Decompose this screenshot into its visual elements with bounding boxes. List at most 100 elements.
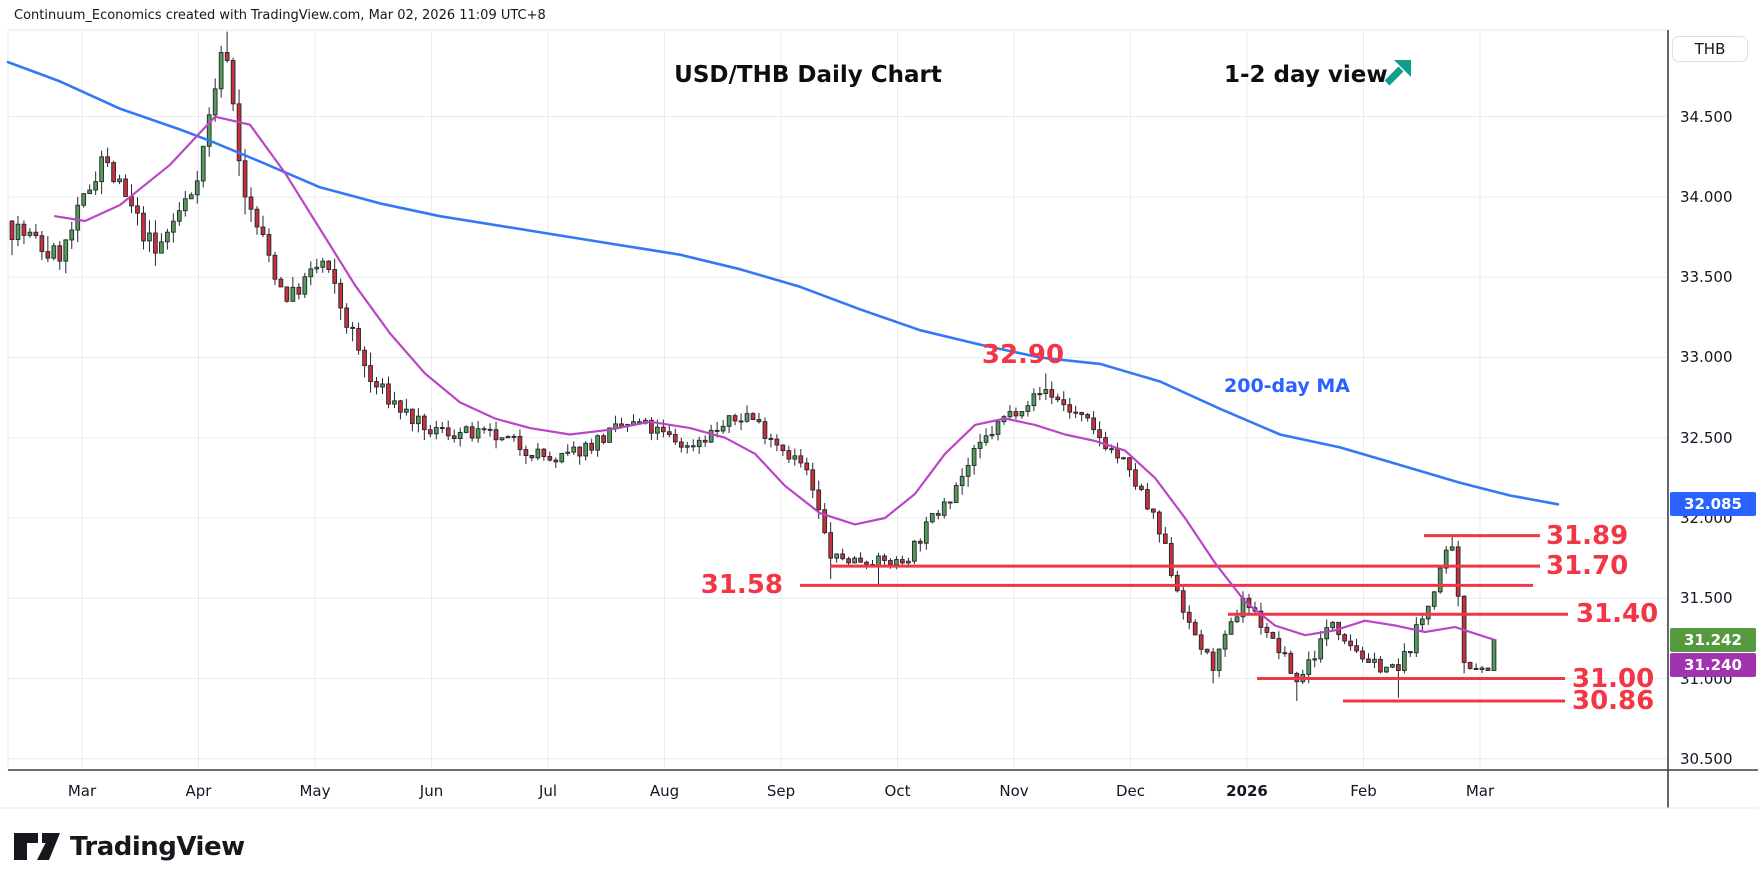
down-candle: [882, 555, 887, 561]
up-candle: [559, 452, 565, 463]
down-candle: [738, 420, 744, 423]
up-candle: [159, 241, 164, 254]
up-candle: [1479, 667, 1485, 670]
down-candle: [1270, 631, 1276, 639]
up-candle: [392, 400, 397, 405]
up-candle: [684, 445, 690, 448]
down-candle: [296, 286, 302, 295]
up-candle: [1306, 659, 1312, 675]
price-tag-200-day-MA: 32.085: [1670, 492, 1756, 517]
up-candle: [200, 145, 206, 182]
up-candle: [792, 455, 798, 460]
down-candle: [1157, 511, 1162, 535]
down-candle: [917, 540, 923, 544]
down-candle: [374, 381, 379, 388]
up-candle: [1312, 658, 1318, 661]
down-candle: [266, 234, 272, 256]
up-candle: [81, 193, 87, 206]
down-candle: [649, 419, 654, 434]
currency-badge: THB: [1672, 36, 1748, 62]
down-candle: [774, 438, 780, 446]
down-candle: [1378, 658, 1383, 673]
down-candle: [451, 435, 457, 440]
price-tag-last-close: 31.242: [1670, 627, 1756, 652]
up-candle: [380, 383, 385, 388]
up-candle: [941, 501, 947, 516]
up-candle: [995, 421, 1001, 435]
up-candle: [1228, 621, 1234, 635]
down-candle: [350, 326, 355, 329]
level-label: 30.86: [1572, 685, 1655, 716]
time-tick-label: May: [299, 782, 331, 800]
up-candle: [433, 427, 439, 435]
down-candle: [248, 196, 254, 210]
down-candle: [135, 205, 140, 214]
down-candle: [445, 427, 451, 437]
short-ma-line: [53, 115, 1497, 642]
down-candle: [666, 431, 672, 435]
down-candle: [1151, 508, 1156, 513]
down-candle: [1192, 621, 1198, 636]
down-candle: [1396, 664, 1401, 671]
up-candle: [87, 189, 93, 195]
time-tick-label: Mar: [1465, 782, 1495, 800]
level-label: 32.90: [981, 340, 1065, 370]
down-candle: [272, 254, 278, 280]
time-tick-label: Feb: [1350, 782, 1377, 800]
up-candle: [571, 446, 577, 453]
time-tick-label: Nov: [999, 782, 1029, 800]
down-candle: [517, 436, 523, 451]
candlestick-series: [9, 31, 1497, 701]
up-candle: [1037, 393, 1043, 396]
price-tick-label: 33.500: [1680, 268, 1733, 287]
price-tick-label: 33.000: [1680, 348, 1733, 367]
price-tick-label: 31.500: [1680, 589, 1733, 608]
down-candle: [1204, 648, 1210, 653]
up-candle: [302, 276, 308, 295]
down-candle: [9, 220, 15, 241]
down-candle: [410, 408, 415, 425]
level-label: 31.00: [1572, 663, 1655, 694]
down-candle: [1473, 667, 1479, 670]
down-candle: [690, 445, 696, 448]
down-candle: [1342, 634, 1347, 642]
down-candle: [1079, 412, 1085, 415]
down-candle: [141, 212, 146, 242]
tradingview-logo-icon: [14, 833, 60, 860]
up-candle: [1222, 633, 1228, 650]
time-tick-label: Aug: [649, 782, 680, 800]
up-candle: [1372, 658, 1377, 663]
down-candle: [1073, 411, 1079, 414]
up-candle: [1043, 389, 1049, 394]
down-candle: [1264, 626, 1270, 633]
up-candle: [834, 553, 840, 559]
down-candle: [33, 231, 39, 237]
gridlines: [8, 30, 1668, 770]
up-candle: [1443, 549, 1449, 569]
up-candle: [565, 451, 571, 454]
down-candle: [1067, 404, 1073, 413]
down-candle: [804, 462, 810, 471]
up-candle: [463, 426, 469, 433]
down-candle: [344, 307, 349, 328]
up-candle: [1491, 639, 1497, 671]
up-candle: [852, 557, 857, 564]
down-candle: [672, 434, 678, 443]
up-right-arrow-icon: [1384, 60, 1411, 86]
up-candle: [308, 268, 314, 278]
down-candle: [947, 501, 953, 504]
down-candle: [601, 435, 606, 443]
up-candle: [953, 485, 959, 503]
tradingview-logo[interactable]: TradingView: [14, 832, 245, 862]
up-candle: [182, 198, 188, 212]
down-candle: [1145, 489, 1150, 510]
ma200-line: [6, 60, 1560, 506]
up-candle: [655, 426, 660, 434]
down-candle: [260, 226, 266, 235]
up-candle: [218, 52, 224, 90]
up-candle: [1025, 405, 1031, 412]
down-candle: [21, 223, 27, 236]
up-candle: [188, 194, 194, 200]
down-candle: [123, 178, 128, 197]
